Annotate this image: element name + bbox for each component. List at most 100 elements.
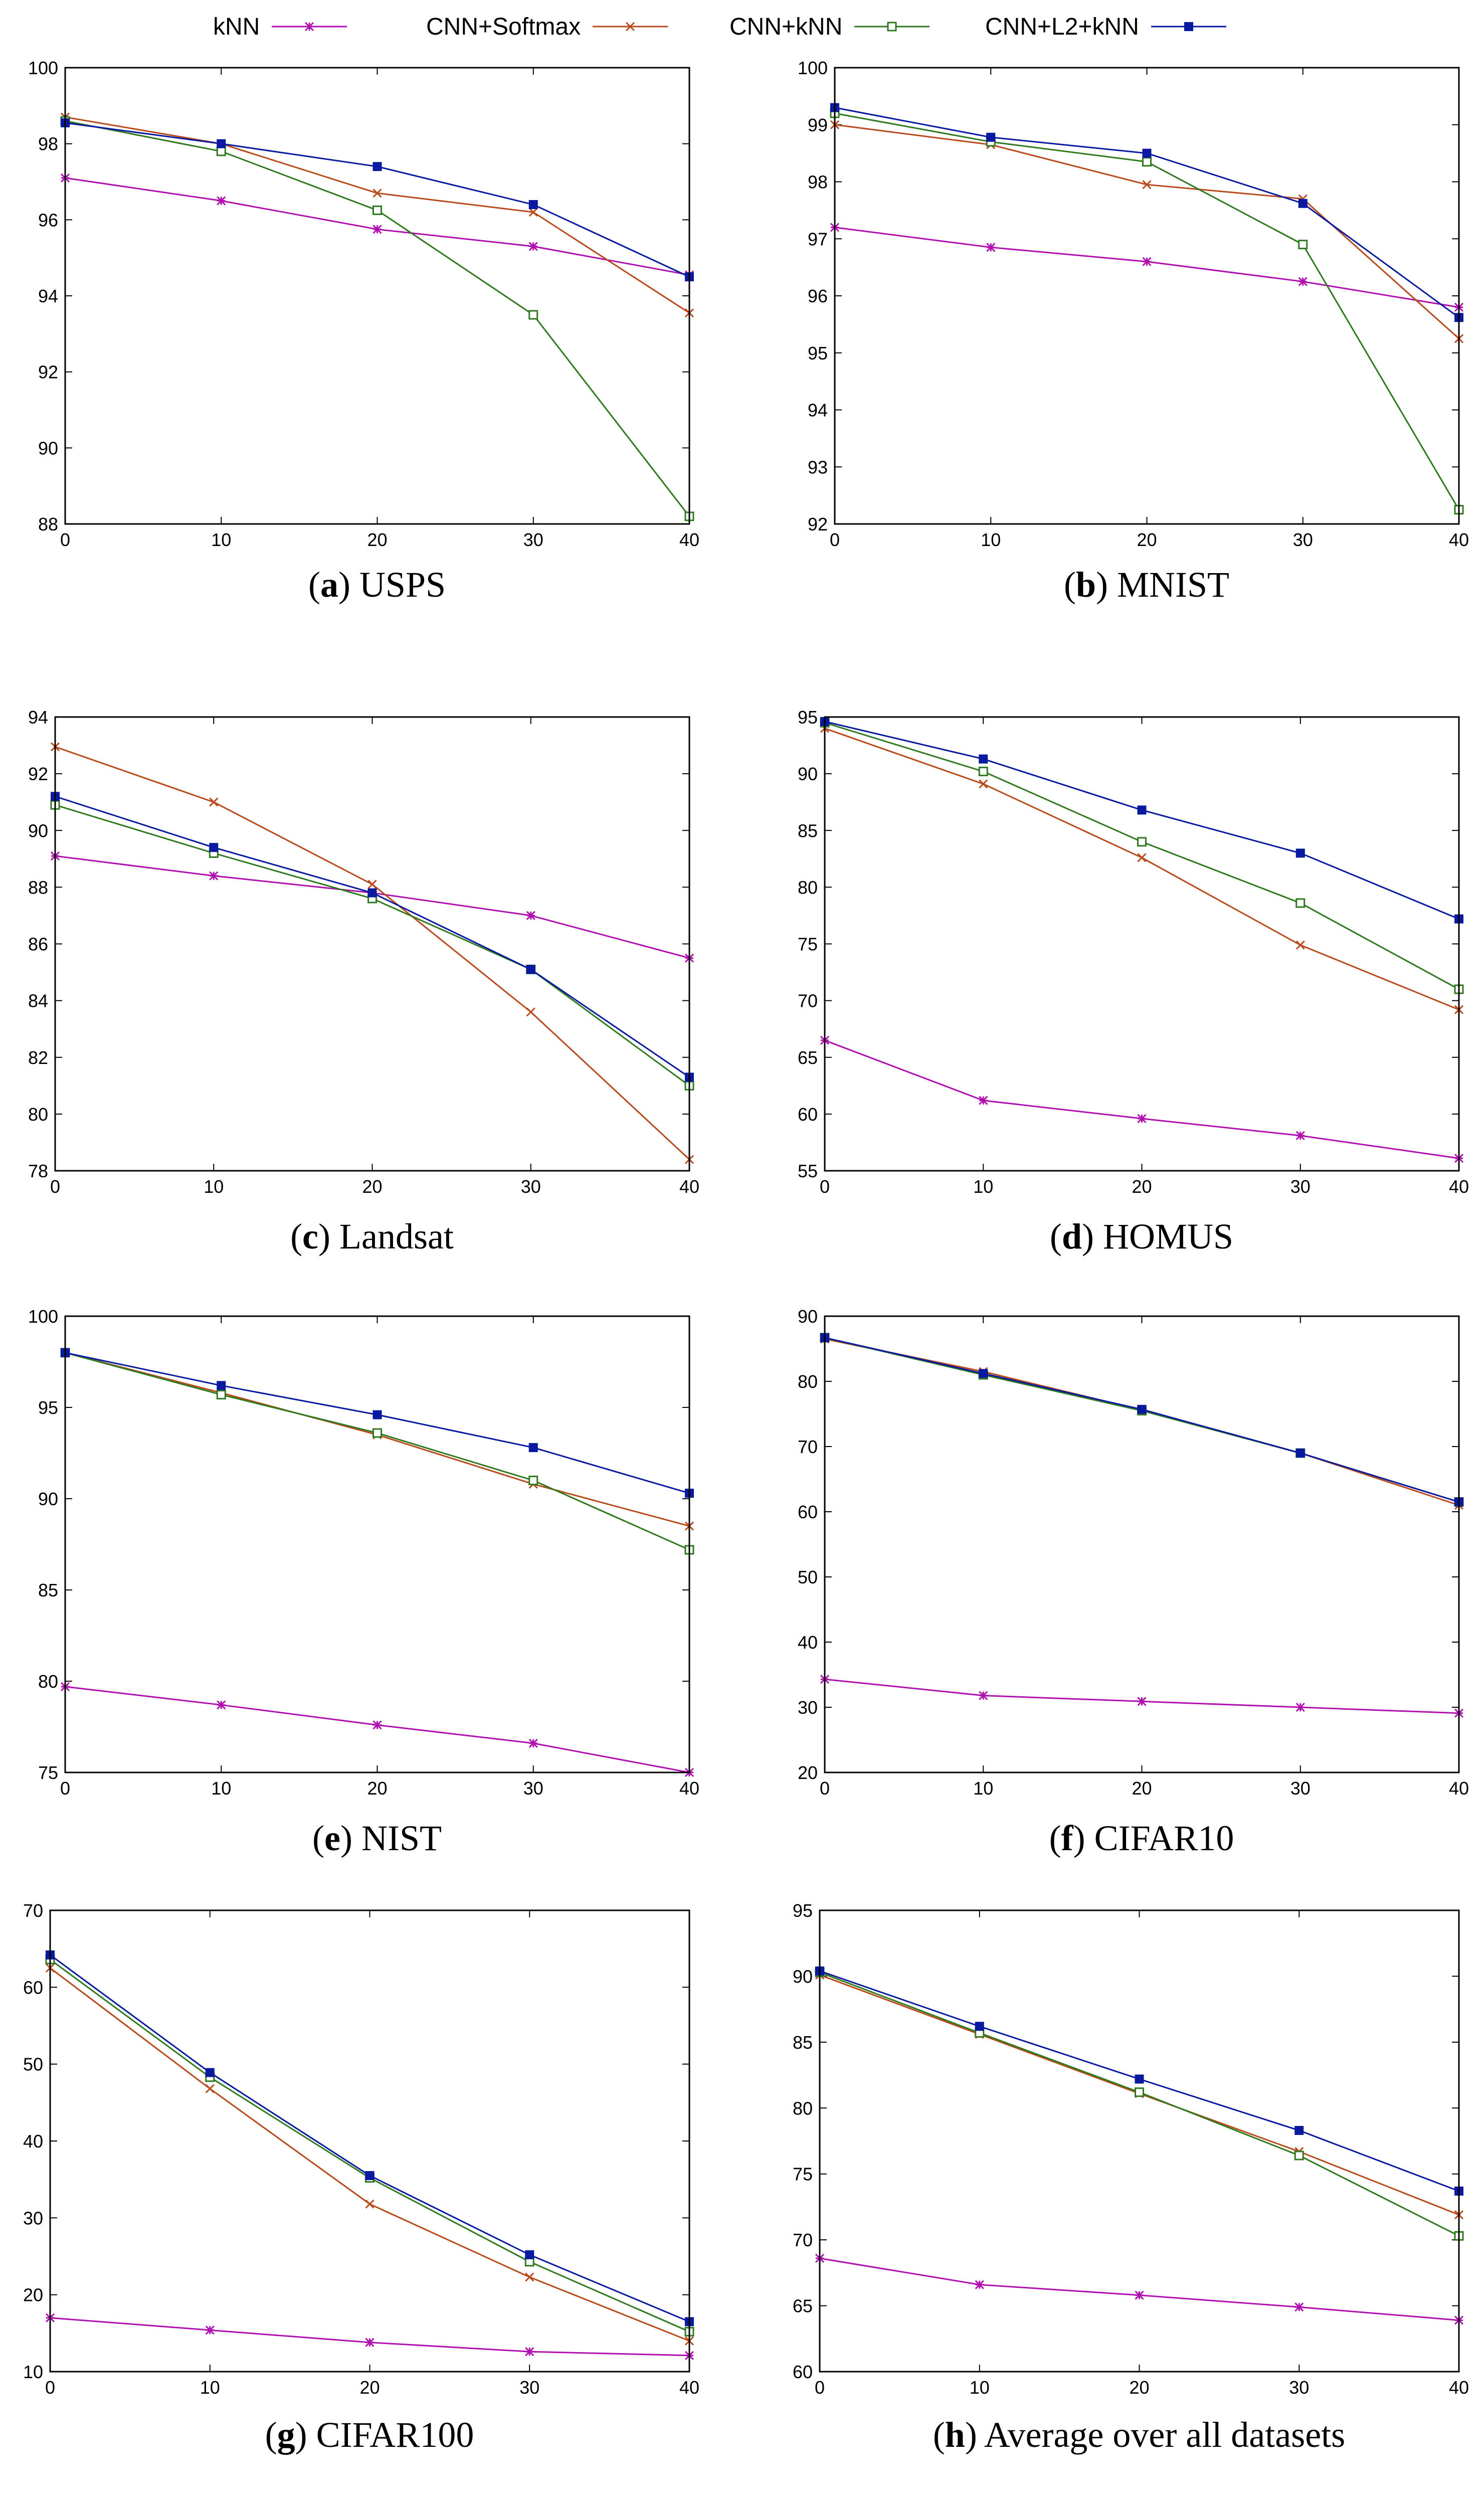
series-line-f-cnn_knn: [824, 1337, 1459, 1503]
chart-panel-f: 20 30 40 50 60 70 80 90 0 10 20 30 40: [798, 1306, 1469, 1799]
point-a-cnn_softmax-3: [528, 208, 538, 217]
caption-letter-b: (b): [1063, 565, 1108, 605]
legend-item-cnn-softmax: CNN+Softmax: [426, 9, 668, 44]
x-tick-label-d-3: 30: [1290, 1176, 1311, 1197]
caption-c: (c) Landsat: [21, 1216, 723, 1258]
point-b-cnn_l2_knn-1: [986, 132, 996, 142]
x-tick-label-g-2: 20: [359, 2377, 380, 2398]
legend-marker-cnn_knn: [887, 22, 897, 32]
y-tick-label-d-3: 70: [798, 991, 818, 1011]
point-h-knn-3: [1294, 2302, 1304, 2312]
point-d-knn-3: [1295, 1131, 1305, 1140]
y-tick-label-g-2: 30: [23, 2208, 43, 2228]
caption-b: (b) MNIST: [796, 564, 1484, 606]
chart-panel-g: 10 20 30 40 50 60 70 0 10 20 30 40: [23, 1900, 699, 2398]
point-b-cnn_l2_knn-3: [1298, 199, 1308, 208]
point-c-cnn_softmax-2: [367, 879, 377, 889]
caption-letter-f: (f): [1049, 1818, 1085, 1858]
x-tick-label-h-1: 10: [970, 2377, 990, 2398]
x-tick-label-h-0: 0: [815, 2377, 825, 2398]
y-tick-label-e-5: 100: [28, 1306, 58, 1327]
point-a-cnn_l2_knn-1: [217, 139, 226, 148]
y-tick-label-e-2: 85: [38, 1580, 58, 1600]
y-tick-label-a-2: 92: [38, 362, 58, 383]
y-tick-label-h-6: 90: [793, 1966, 813, 1987]
legend-marker-cnn_softmax: [626, 22, 635, 32]
x-tick-label-h-4: 40: [1449, 2377, 1469, 2398]
y-tick-label-d-5: 80: [798, 877, 818, 898]
y-tick-label-g-5: 60: [23, 1977, 43, 1998]
series-line-c-knn: [55, 855, 690, 959]
point-c-cnn_l2_knn-3: [526, 965, 535, 974]
legend-swatch-knn: [272, 22, 347, 32]
y-tick-label-f-0: 20: [798, 1762, 818, 1783]
legend-item-knn: kNN: [213, 9, 347, 44]
caption-text-h: Average over all datasets: [977, 2415, 1346, 2455]
x-tick-label-f-1: 10: [973, 1778, 993, 1799]
series-line-d-cnn_l2_knn: [824, 721, 1459, 920]
legend-label-cnn-knn: CNN+kNN: [729, 13, 843, 40]
series-line-a-cnn_knn: [65, 120, 690, 517]
chart-d: 55 60 65 70 75 80 85 90 95 0 10 20 30 40: [798, 707, 1469, 1197]
x-tick-label-a-0: 0: [60, 529, 70, 550]
y-tick-label-f-4: 60: [798, 1502, 818, 1522]
plot-frame-d: [824, 716, 1460, 1172]
point-e-knn-2: [373, 1720, 382, 1730]
series-line-h-cnn_knn: [819, 1972, 1459, 2237]
x-tick-label-e-2: 20: [367, 1778, 387, 1799]
x-tick-label-e-4: 40: [679, 1778, 699, 1799]
y-tick-label-a-4: 96: [38, 210, 58, 230]
point-a-cnn_l2_knn-2: [373, 162, 382, 171]
point-e-cnn_l2_knn-1: [217, 1381, 226, 1390]
y-tick-label-a-0: 88: [38, 514, 58, 534]
point-d-cnn_softmax-2: [1137, 853, 1147, 862]
caption-f: (f) CIFAR10: [791, 1818, 1484, 1859]
point-g-knn-2: [365, 2338, 375, 2347]
legend-marker-knn: [305, 22, 314, 32]
x-tick-label-g-4: 40: [679, 2377, 699, 2398]
point-d-cnn_l2_knn-2: [1137, 805, 1147, 815]
y-tick-label-h-1: 65: [793, 2296, 813, 2316]
series-line-f-knn: [824, 1678, 1459, 1714]
series-line-b-cnn_l2_knn: [834, 107, 1459, 318]
x-tick-label-a-4: 40: [679, 529, 699, 550]
legend-item-cnn-l2-knn: CNN+L2+kNN: [985, 9, 1226, 44]
point-d-cnn_knn-1: [978, 767, 988, 777]
caption-e: (e) NIST: [26, 1818, 728, 1859]
point-a-cnn_knn-2: [373, 205, 382, 215]
plot-frame-f: [824, 1315, 1460, 1773]
chart-f: 20 30 40 50 60 70 80 90 0 10 20 30 40: [798, 1306, 1469, 1799]
caption-text-b: MNIST: [1108, 565, 1230, 605]
y-tick-label-c-7: 92: [28, 764, 48, 784]
y-tick-label-b-5: 97: [808, 229, 828, 249]
chart-b: 92 93 94 95 96 97 98 99 100 0 10 20 30 40: [798, 58, 1469, 550]
y-tick-label-h-5: 85: [793, 2032, 813, 2053]
x-tick-label-f-0: 0: [820, 1778, 830, 1799]
series-line-e-cnn_softmax: [65, 1352, 690, 1527]
x-tick-label-e-0: 0: [60, 1778, 70, 1799]
x-tick-label-b-4: 40: [1449, 529, 1469, 550]
x-tick-label-d-0: 0: [820, 1176, 830, 1197]
point-e-cnn_knn-3: [528, 1476, 538, 1486]
chart-h: 60 65 70 75 80 85 90 95 0 10 20 30 40: [793, 1900, 1469, 2398]
y-tick-label-c-0: 78: [28, 1161, 48, 1181]
y-tick-label-d-6: 85: [798, 820, 818, 841]
legend-marker-cnn_l2_knn: [1184, 22, 1193, 31]
point-d-cnn_softmax-1: [979, 779, 988, 789]
x-tick-label-a-2: 20: [367, 529, 387, 550]
y-tick-label-f-3: 50: [798, 1567, 818, 1587]
x-tick-label-b-3: 30: [1293, 529, 1313, 550]
y-tick-label-d-7: 90: [798, 764, 818, 784]
point-a-knn-2: [373, 225, 382, 234]
plot-frame-b: [834, 67, 1460, 525]
legend-label-cnn-softmax: CNN+Softmax: [426, 13, 581, 40]
point-e-cnn_l2_knn-3: [528, 1443, 538, 1453]
y-tick-label-b-2: 94: [808, 400, 828, 421]
series-line-g-knn: [50, 2317, 690, 2357]
y-tick-label-g-0: 10: [23, 2362, 43, 2382]
x-tick-label-b-2: 20: [1137, 529, 1157, 550]
y-tick-label-e-4: 95: [38, 1397, 58, 1418]
x-tick-label-g-1: 10: [200, 2377, 220, 2398]
y-tick-label-c-2: 82: [28, 1047, 48, 1068]
